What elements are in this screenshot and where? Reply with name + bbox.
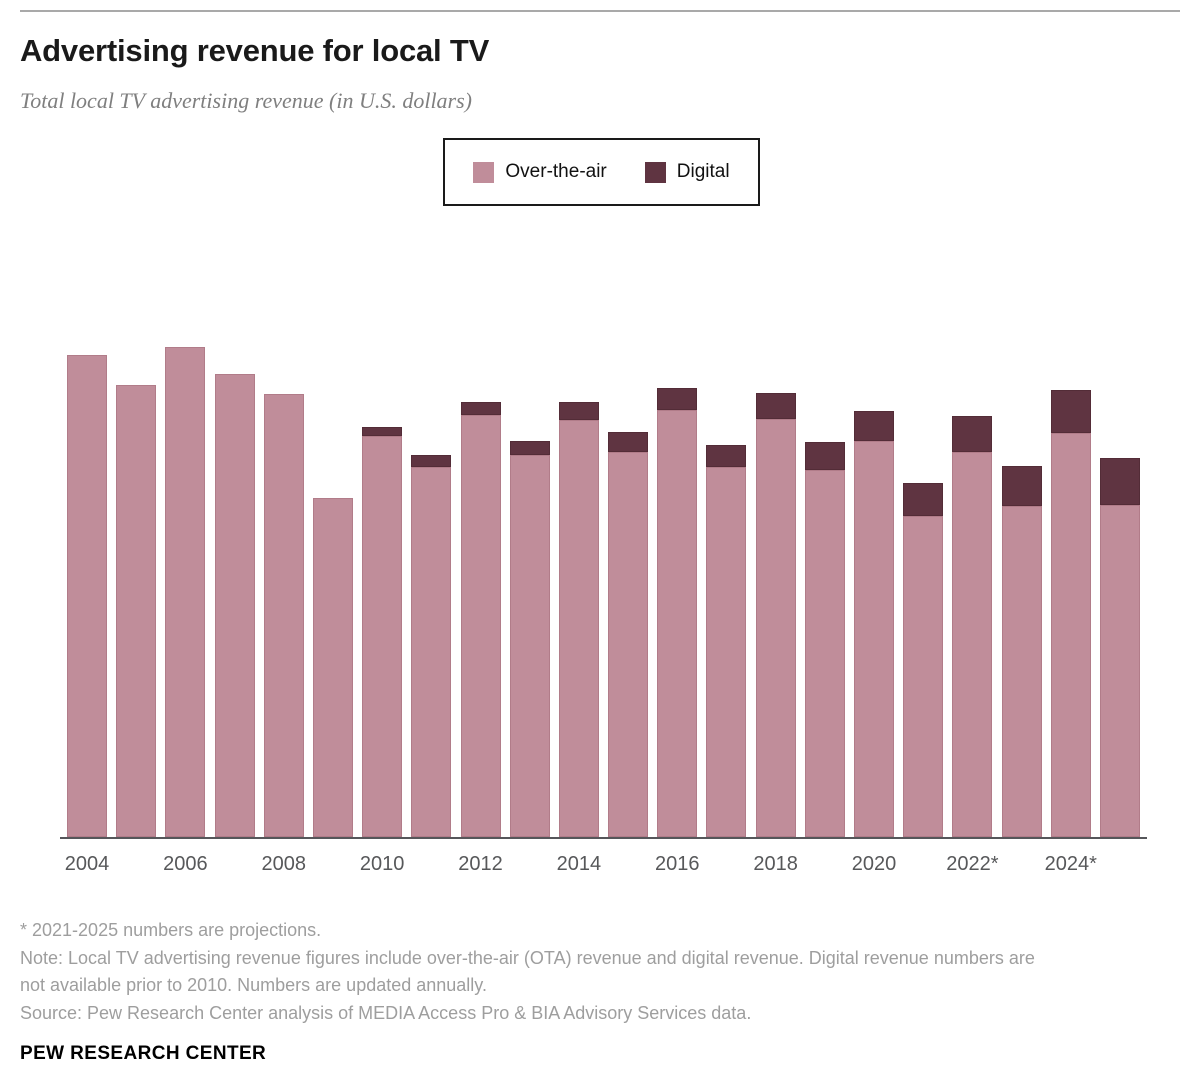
over-the-air-segment-2024 bbox=[1050, 433, 1091, 837]
x-tick-2018: 2018 bbox=[753, 853, 798, 875]
projection-footnote: * 2021-2025 numbers are projections. bbox=[20, 920, 322, 940]
digital-segment-2012 bbox=[460, 402, 501, 415]
digital-segment-2017 bbox=[706, 445, 747, 467]
digital-segment-2021 bbox=[903, 483, 944, 516]
x-tick-2024: 2024* bbox=[1044, 853, 1097, 875]
bar-2012 bbox=[460, 402, 501, 837]
over-the-air-segment-2023 bbox=[1001, 506, 1042, 837]
page-title: Advertising revenue for local TV bbox=[20, 33, 490, 68]
bar-2005 bbox=[116, 385, 157, 837]
over-the-air-segment-2014 bbox=[558, 420, 599, 837]
digital-segment-2016 bbox=[657, 388, 698, 410]
bar-2018 bbox=[755, 393, 796, 837]
over-the-air-segment-2012 bbox=[460, 415, 501, 837]
bar-2020 bbox=[854, 411, 894, 837]
digital-segment-2011 bbox=[411, 455, 452, 467]
x-axis-labels: 2004 2006 2008 2010 2012 2014 2016 2018 2020 2022… bbox=[60, 853, 1147, 881]
bar-2021 bbox=[903, 483, 944, 837]
digital-segment-2018 bbox=[755, 393, 796, 419]
over-the-air-segment-2017 bbox=[706, 467, 747, 837]
brand-wordmark: PEW RESEARCH CENTER bbox=[20, 1043, 267, 1064]
over-the-air-segment-2004 bbox=[67, 355, 107, 837]
bar-2024 bbox=[1050, 390, 1091, 837]
over-the-air-segment-2015 bbox=[608, 452, 649, 837]
bar-2014 bbox=[558, 402, 599, 837]
over-the-air-segment-2010 bbox=[362, 436, 403, 837]
x-tick-2012: 2012 bbox=[458, 853, 503, 875]
bar-2016 bbox=[657, 388, 698, 837]
digital-segment-2020 bbox=[854, 411, 894, 441]
over-the-air-segment-2008 bbox=[263, 394, 304, 837]
x-tick-2022: 2022* bbox=[946, 853, 999, 875]
legend-box: Over-the-air Digital bbox=[443, 138, 760, 206]
over-the-air-segment-2006 bbox=[165, 347, 206, 837]
over-the-air-segment-2019 bbox=[804, 470, 845, 837]
over-the-air-segment-2005 bbox=[116, 385, 157, 837]
note-line-1: Note: Local TV advertising revenue figur… bbox=[20, 948, 1035, 968]
source-line: Source: Pew Research Center analysis of … bbox=[20, 1003, 752, 1023]
bar-2009 bbox=[312, 498, 353, 837]
over-the-air-segment-2007 bbox=[214, 374, 255, 837]
over-the-air-segment-2025 bbox=[1099, 505, 1140, 837]
bar-2011 bbox=[411, 455, 452, 837]
legend-item-over-the-air: Over-the-air bbox=[473, 161, 607, 183]
digital-segment-2014 bbox=[558, 402, 599, 420]
x-tick-2004: 2004 bbox=[64, 853, 110, 875]
x-tick-2006: 2006 bbox=[163, 853, 208, 875]
x-tick-2016: 2016 bbox=[655, 853, 700, 875]
page-subtitle: Total local TV advertising revenue (in U… bbox=[20, 88, 472, 113]
over-the-air-segment-2021 bbox=[903, 516, 944, 837]
digital-segment-2010 bbox=[362, 427, 403, 436]
bar-2019 bbox=[804, 442, 845, 837]
legend-item-digital: Digital bbox=[644, 161, 730, 183]
x-tick-2020: 2020 bbox=[851, 853, 897, 875]
bar-2007 bbox=[214, 374, 255, 837]
legend-label-over-the-air: Over-the-air bbox=[505, 161, 607, 182]
bar-2013 bbox=[509, 441, 550, 837]
digital-segment-2013 bbox=[509, 441, 550, 455]
digital-segment-2024 bbox=[1050, 390, 1091, 433]
legend-label-digital: Digital bbox=[676, 161, 730, 182]
digital-segment-2022 bbox=[952, 416, 993, 452]
digital-segment-2019 bbox=[804, 442, 845, 470]
plot-area bbox=[60, 299, 1147, 837]
note-line-2: not available prior to 2010. Numbers are… bbox=[20, 975, 487, 995]
over-the-air-segment-2009 bbox=[312, 498, 353, 837]
x-tick-2014: 2014 bbox=[556, 853, 602, 875]
x-axis-line bbox=[60, 837, 1147, 839]
bar-2004 bbox=[67, 355, 107, 837]
x-tick-2008: 2008 bbox=[261, 853, 307, 875]
over-the-air-segment-2018 bbox=[755, 419, 796, 837]
over-the-air-swatch-icon bbox=[473, 161, 495, 183]
bar-2006 bbox=[165, 347, 206, 837]
top-divider bbox=[20, 10, 1180, 12]
over-the-air-segment-2016 bbox=[657, 410, 698, 837]
bar-2015 bbox=[608, 432, 649, 837]
bar-2022 bbox=[952, 416, 993, 837]
bar-2023 bbox=[1001, 466, 1042, 837]
over-the-air-segment-2011 bbox=[411, 467, 452, 837]
bar-2025 bbox=[1099, 458, 1140, 837]
over-the-air-segment-2013 bbox=[509, 455, 550, 837]
bar-2017 bbox=[706, 445, 747, 837]
digital-segment-2015 bbox=[608, 432, 649, 452]
digital-swatch-icon bbox=[644, 161, 666, 183]
digital-segment-2025 bbox=[1099, 458, 1140, 505]
bar-2008 bbox=[263, 394, 304, 837]
x-tick-2010: 2010 bbox=[359, 853, 405, 875]
digital-segment-2023 bbox=[1001, 466, 1042, 506]
over-the-air-segment-2020 bbox=[854, 441, 894, 837]
bar-2010 bbox=[362, 427, 403, 837]
over-the-air-segment-2022 bbox=[952, 452, 993, 837]
